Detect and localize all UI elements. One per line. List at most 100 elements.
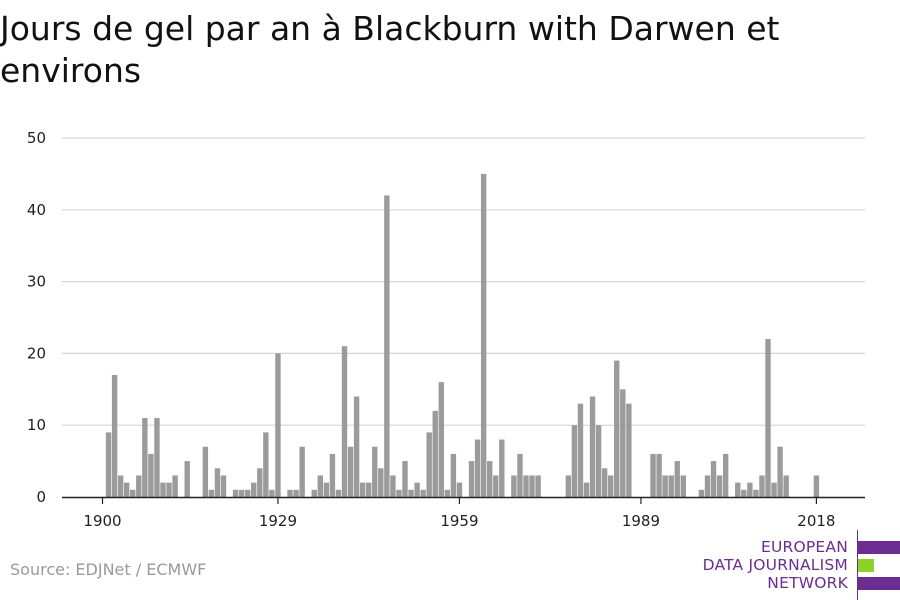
bar xyxy=(783,475,789,497)
bar xyxy=(130,489,136,497)
bar xyxy=(614,360,620,497)
bar xyxy=(384,195,390,497)
bar xyxy=(275,353,281,497)
bar xyxy=(626,403,632,497)
logo-line-3: NETWORK xyxy=(767,574,848,592)
x-axis-ticks: 1900 1929 1959 1989 2018 xyxy=(83,497,835,530)
bar xyxy=(444,489,451,497)
bar xyxy=(468,461,475,497)
bar xyxy=(323,482,330,497)
bar xyxy=(753,489,759,497)
bar xyxy=(499,439,505,497)
bar xyxy=(105,432,112,497)
y-tick-label: 30 xyxy=(27,273,46,291)
gridlines xyxy=(62,137,865,426)
bar xyxy=(698,489,705,497)
bar xyxy=(747,482,753,497)
logo-line-1: EUROPEAN xyxy=(760,538,848,556)
bar xyxy=(299,446,305,497)
bar xyxy=(668,475,674,497)
bar xyxy=(287,489,293,497)
bar xyxy=(184,461,190,497)
bar xyxy=(771,482,777,497)
bar xyxy=(662,475,668,497)
bar xyxy=(317,475,323,497)
bar xyxy=(450,453,457,497)
edjnet-logo: EUROPEAN DATA JOURNALISM NETWORK xyxy=(690,530,900,600)
bar xyxy=(704,475,711,497)
y-tick-label: 50 xyxy=(27,129,46,147)
y-tick-label: 10 xyxy=(27,416,46,434)
logo-bar-green xyxy=(858,559,874,572)
bar xyxy=(238,489,245,497)
bar xyxy=(493,475,499,497)
bar xyxy=(166,482,172,497)
y-tick-label: 40 xyxy=(27,201,46,219)
bar xyxy=(595,425,602,497)
bar xyxy=(335,489,342,497)
x-tick-label: 2018 xyxy=(797,512,835,530)
bar xyxy=(535,475,541,497)
bar xyxy=(777,446,783,497)
y-axis-ticks: 0 10 20 30 40 50 xyxy=(27,129,46,506)
x-tick-label: 1900 xyxy=(83,512,121,530)
bar xyxy=(680,475,686,497)
bar xyxy=(565,475,572,497)
bar xyxy=(650,453,656,497)
bar xyxy=(402,461,408,497)
bar xyxy=(136,475,142,497)
bar xyxy=(372,446,378,497)
bar xyxy=(311,489,317,497)
bar xyxy=(813,475,820,497)
bar xyxy=(474,439,481,497)
bar xyxy=(172,475,178,497)
bar xyxy=(396,489,402,497)
bar xyxy=(347,446,354,497)
bar xyxy=(359,482,366,497)
bar xyxy=(523,475,529,497)
bar xyxy=(214,468,221,497)
bar xyxy=(251,482,257,497)
logo-line-2: DATA JOURNALISM xyxy=(702,556,848,574)
bar xyxy=(378,468,384,497)
bar xyxy=(232,489,239,497)
bar xyxy=(438,382,444,497)
bar xyxy=(124,482,130,497)
bar xyxy=(741,489,747,497)
bar xyxy=(148,453,154,497)
bar xyxy=(716,475,723,497)
bar xyxy=(620,389,626,497)
bar xyxy=(329,453,336,497)
bar xyxy=(487,461,493,497)
x-tick-label: 1989 xyxy=(622,512,660,530)
bar xyxy=(269,489,275,497)
bar xyxy=(722,453,729,497)
bar xyxy=(341,346,348,497)
bar xyxy=(517,453,523,497)
bar xyxy=(674,461,680,497)
bars xyxy=(105,173,820,497)
bar xyxy=(142,418,148,497)
x-tick-label: 1959 xyxy=(440,512,478,530)
bar xyxy=(529,475,535,497)
bar xyxy=(511,475,517,497)
y-tick-label: 20 xyxy=(27,344,46,362)
bar xyxy=(202,446,209,497)
y-tick-label: 0 xyxy=(36,488,46,506)
bar xyxy=(293,489,299,497)
chart-title: Jours de gel par an à Blackburn with Dar… xyxy=(0,9,780,90)
bar xyxy=(353,396,360,497)
bar xyxy=(480,173,487,497)
bar xyxy=(765,339,771,497)
bar xyxy=(366,482,372,497)
bar xyxy=(735,482,741,497)
logo-divider xyxy=(857,530,858,600)
bar xyxy=(426,432,432,497)
logo-bar-purple-bottom xyxy=(858,577,900,590)
bar xyxy=(390,475,396,497)
bar xyxy=(220,475,227,497)
source-note: Source: EDJNet / ECMWF xyxy=(10,560,207,579)
bar xyxy=(245,489,251,497)
bar xyxy=(117,475,124,497)
